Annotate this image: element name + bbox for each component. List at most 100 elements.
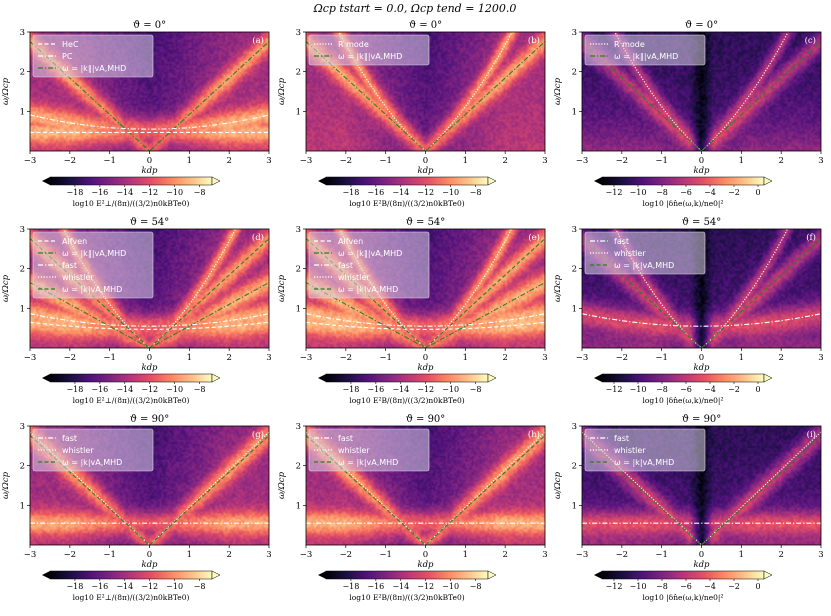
colorbar-extend-low (594, 177, 602, 185)
colorbar-extend-high (487, 373, 497, 383)
colorbar-gradient (49, 373, 213, 383)
x-tick-label: 1 (739, 550, 744, 560)
colorbar-extend-low (594, 374, 602, 382)
curve-fast (582, 313, 821, 327)
colorbar-tick-label: −18 (66, 385, 83, 394)
colorbar-tick-label: −18 (342, 188, 359, 197)
colorbar-tick-label: 0 (755, 385, 760, 394)
colorbar-gradient (325, 570, 489, 580)
legend-box (32, 428, 154, 472)
y-tick-label: 3 (20, 422, 25, 432)
colorbar-tick-label: −12 (417, 188, 434, 197)
colorbar-tick-label: −16 (367, 188, 384, 197)
curve-vamhd_k1 (582, 41, 821, 151)
colorbar-gradient (49, 570, 213, 580)
colorbar-tick-label: −6 (680, 385, 692, 394)
colorbar-tick-label: −8 (194, 188, 206, 197)
y-tick-label: 2 (296, 265, 301, 275)
colorbar-tick-label: −10 (166, 385, 183, 394)
panel-title: ϑ = 0° (409, 20, 442, 31)
x-tick-label: 3 (542, 550, 547, 560)
colorbar-gradient (601, 570, 765, 580)
y-axis-label: ω/Ωcp (1, 274, 11, 302)
legend-label: R mode (338, 40, 369, 49)
panel-label: (h) (528, 429, 540, 440)
curve-vamhd_k (582, 435, 821, 545)
colorbar-tick-label: −16 (367, 582, 384, 591)
colorbar-label: log10 |δn̂e(ω,k)/ne0|² (643, 593, 724, 602)
y-axis-label: ω/Ωcp (553, 471, 563, 499)
colorbar-label: log10 E²⊥/(8π)/((3/2)n0kBTe0) (73, 396, 190, 405)
x-tick-label: −1 (103, 353, 116, 363)
x-tick-label: 0 (147, 353, 152, 363)
legend-label: Alfven (338, 237, 363, 246)
x-tick-label: −1 (655, 550, 668, 560)
colorbar-tick-label: −10 (166, 582, 183, 591)
colorbar-tick-label: −14 (392, 385, 409, 394)
curve-rmode (614, 32, 789, 151)
figure-suptitle: Ωcp tstart = 0.0, Ωcp tend = 1200.0 (313, 2, 517, 15)
colorbar-tick-label: −12 (606, 188, 623, 197)
panel-label: (e) (528, 232, 540, 243)
x-axis-label: kdp (141, 166, 158, 176)
curve-vamhd_k1_54 (30, 282, 269, 348)
curve-group (306, 431, 545, 545)
colorbar-tick-label: −10 (630, 385, 647, 394)
colorbar-tick-label: −2 (728, 582, 740, 591)
y-tick-label: 3 (296, 422, 301, 432)
x-tick-label: 0 (423, 156, 428, 166)
colorbar-extend-low (42, 177, 50, 185)
legend-label: fast (614, 434, 629, 443)
x-tick-label: 3 (542, 156, 547, 166)
x-tick-label: −3 (24, 550, 37, 560)
x-tick-label: −3 (300, 550, 313, 560)
x-tick-label: 1 (463, 156, 468, 166)
y-axis-label: ω/Ωcp (277, 77, 287, 105)
y-tick-label: 1 (572, 107, 577, 117)
legend-label: whistler (614, 446, 646, 455)
x-tick-label: 2 (226, 550, 231, 560)
legend-label: R mode (614, 40, 645, 49)
panel-title: ϑ = 54° (682, 217, 722, 228)
x-axis-label: kdp (141, 363, 158, 373)
x-axis-label: kdp (417, 166, 434, 176)
x-tick-label: −1 (103, 156, 116, 166)
colorbar-extend-high (763, 176, 773, 186)
colorbar-tick-label: 0 (755, 188, 760, 197)
y-tick-label: 2 (20, 68, 25, 78)
colorbar-tick-label: −10 (166, 188, 183, 197)
x-tick-label: 3 (818, 156, 823, 166)
colorbar-tick-label: −16 (367, 385, 384, 394)
x-tick-label: −2 (616, 353, 629, 363)
panel-title: ϑ = 90° (130, 414, 170, 425)
y-tick-label: 3 (296, 28, 301, 38)
x-tick-label: 0 (147, 550, 152, 560)
colorbar-gradient (601, 373, 765, 383)
x-tick-label: −2 (340, 156, 353, 166)
legend-box (308, 428, 430, 472)
colorbar-extend-high (487, 176, 497, 186)
x-tick-label: −1 (103, 550, 116, 560)
y-tick-label: 1 (20, 501, 25, 511)
x-tick-label: 1 (187, 156, 192, 166)
legend-box (584, 231, 706, 275)
x-tick-label: −2 (340, 353, 353, 363)
legend-label: whistler (338, 273, 370, 282)
curve-vamhd_k (306, 435, 545, 545)
legend-label: ω = |k|vA,MHD (62, 458, 122, 467)
y-tick-label: 1 (572, 501, 577, 511)
colorbar-extend-low (42, 374, 50, 382)
x-tick-label: 3 (542, 353, 547, 363)
x-tick-label: −2 (340, 550, 353, 560)
colorbar-tick-label: −14 (392, 582, 409, 591)
legend-label: ω = |k∥|vA,MHD (614, 52, 678, 61)
x-axis-label: kdp (417, 560, 434, 570)
colorbar-label: log10 E²B/(8π)/((3/2)n0kBTe0) (349, 593, 464, 602)
colorbar-extend-low (594, 571, 602, 579)
colorbar-gradient (601, 176, 765, 186)
curve-alfven (30, 321, 269, 330)
panel-title: ϑ = 0° (685, 20, 718, 31)
curve-group (582, 431, 821, 545)
